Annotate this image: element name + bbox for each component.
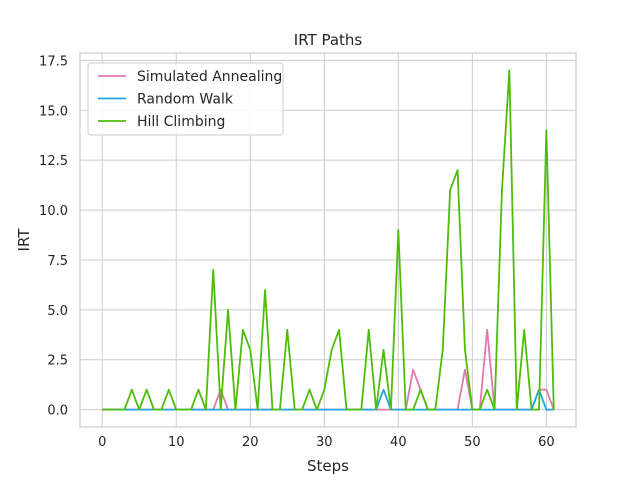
y-tick-label: 12.5 xyxy=(39,154,68,169)
x-tick-label: 50 xyxy=(464,435,481,450)
legend: Simulated Annealing Random Walk Hill Climb… xyxy=(87,62,284,136)
legend-label: Random Walk xyxy=(137,92,234,108)
x-tick-label: 60 xyxy=(538,435,555,450)
chart-title: IRT Paths xyxy=(294,31,363,49)
y-tick-label: 0.0 xyxy=(47,404,68,419)
y-tick-label: 10.0 xyxy=(39,204,68,219)
y-tick-label: 15.0 xyxy=(39,104,68,119)
legend-items: Simulated Annealing Random Walk Hill Climb… xyxy=(98,69,282,130)
x-axis: 0 10 20 30 40 50 60 xyxy=(98,435,555,450)
x-tick-label: 0 xyxy=(98,435,106,450)
x-tick-label: 30 xyxy=(316,435,333,450)
y-axis-label: IRT xyxy=(15,228,33,252)
y-tick-label: 17.5 xyxy=(39,54,68,69)
legend-label: Simulated Annealing xyxy=(137,69,282,85)
x-tick-label: 20 xyxy=(242,435,259,450)
series-line-hill-climbing xyxy=(102,69,555,411)
x-axis-label: Steps xyxy=(307,457,349,475)
legend-box xyxy=(87,62,284,136)
x-tick-label: 10 xyxy=(168,435,185,450)
x-tick-label: 40 xyxy=(390,435,407,450)
legend-label: Hill Climbing xyxy=(137,114,225,130)
plot-frame xyxy=(79,52,577,428)
y-tick-label: 7.5 xyxy=(47,254,68,269)
y-axis: 0.0 2.5 5.0 7.5 10.0 12.5 15.0 17.5 xyxy=(39,54,68,418)
y-tick-label: 5.0 xyxy=(47,304,68,319)
y-tick-label: 2.5 xyxy=(47,354,68,369)
series-lines xyxy=(102,69,555,411)
